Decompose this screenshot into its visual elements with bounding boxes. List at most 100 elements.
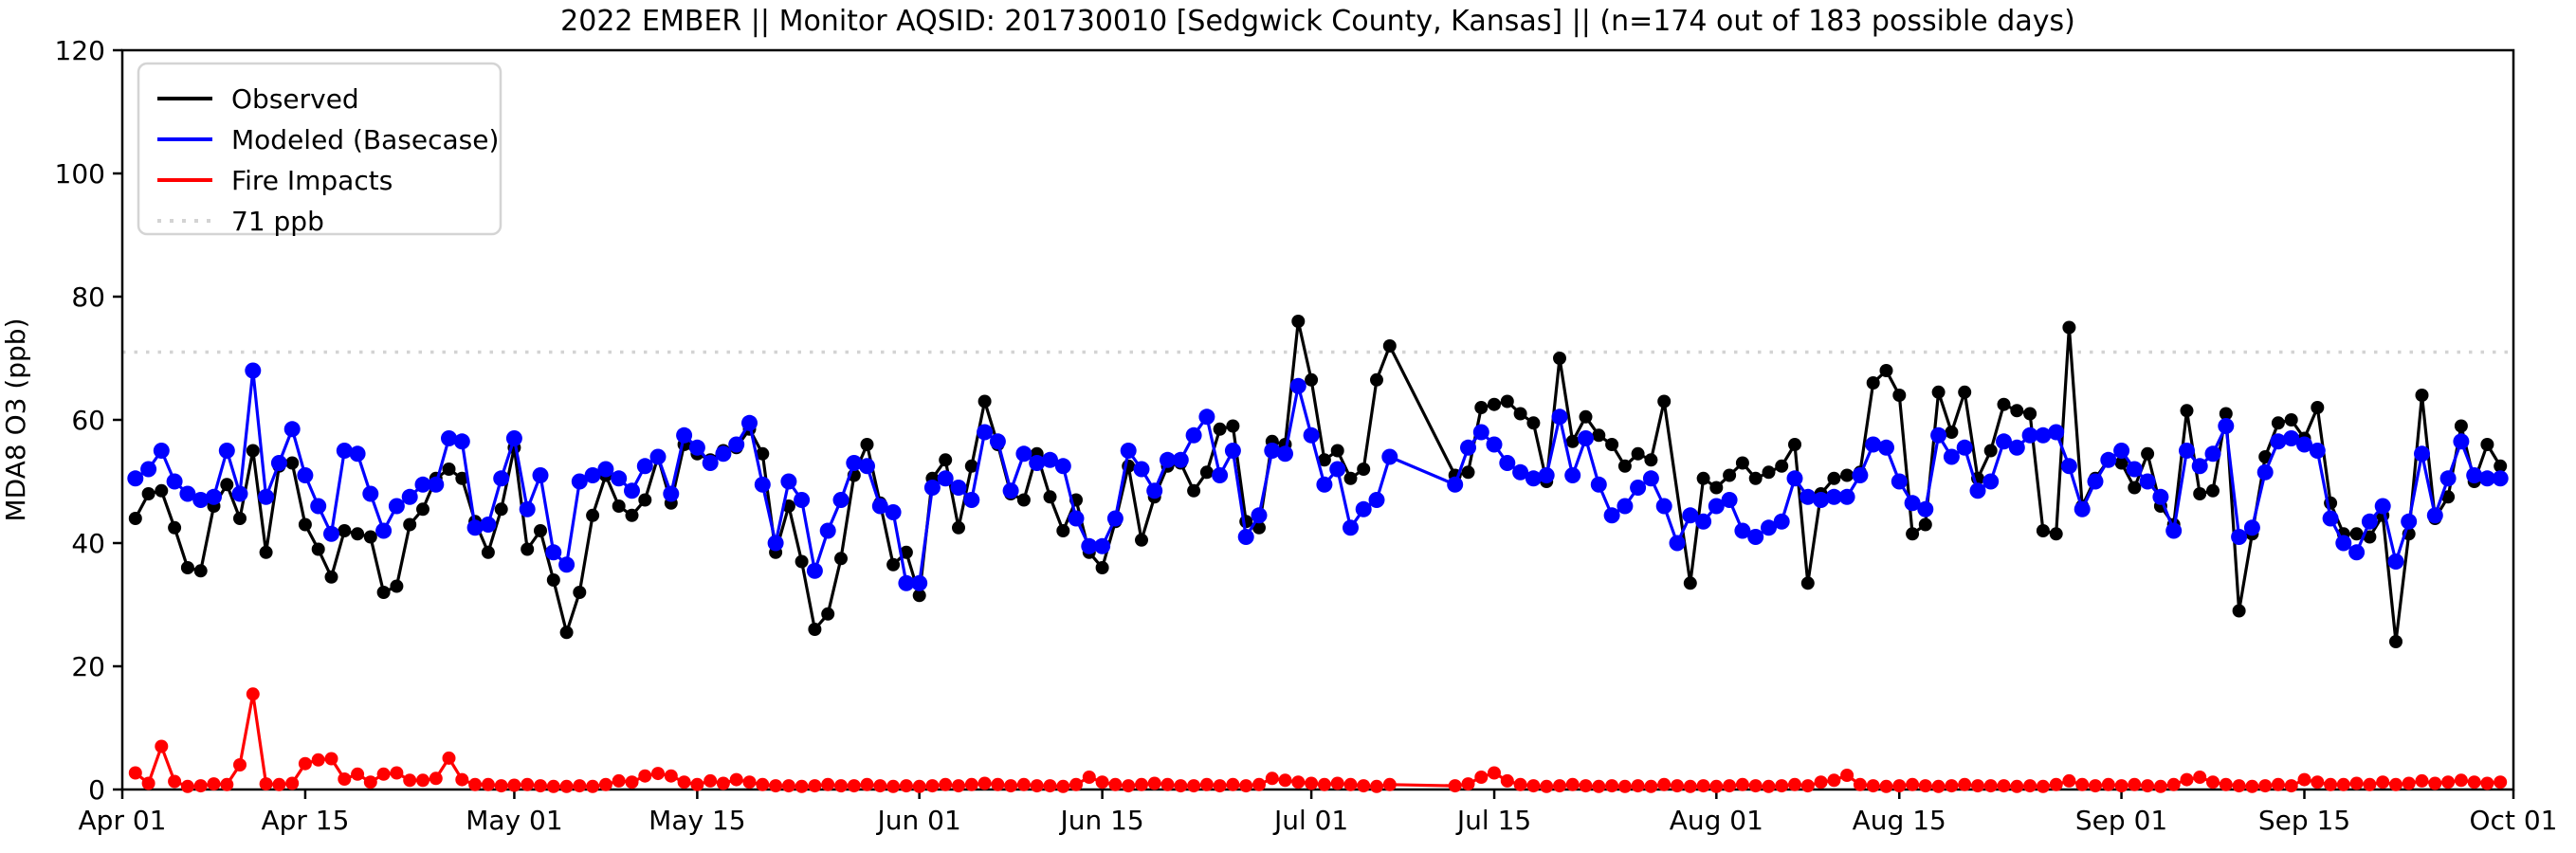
y-tick-label: 60 bbox=[71, 405, 105, 436]
data-point bbox=[416, 502, 429, 517]
data-point bbox=[1291, 315, 1306, 328]
data-point bbox=[1381, 448, 1398, 465]
data-point bbox=[1382, 777, 1397, 791]
data-point bbox=[1642, 470, 1659, 487]
data-point bbox=[2062, 320, 2076, 335]
data-point bbox=[1879, 779, 1893, 793]
data-point bbox=[1305, 776, 1319, 790]
data-point bbox=[939, 453, 953, 467]
data-point bbox=[1500, 394, 1514, 408]
data-point bbox=[1603, 507, 1620, 524]
data-point bbox=[2415, 773, 2429, 788]
y-axis-label: MDA8 O3 (ppb) bbox=[0, 318, 31, 521]
data-point bbox=[2441, 490, 2456, 504]
data-point bbox=[493, 470, 510, 487]
data-point bbox=[573, 586, 587, 599]
data-point bbox=[1160, 777, 1175, 791]
data-point bbox=[598, 777, 612, 791]
data-point bbox=[2415, 389, 2429, 402]
data-point bbox=[1918, 779, 1932, 793]
data-point bbox=[2454, 419, 2468, 433]
data-point bbox=[899, 545, 913, 559]
data-point bbox=[1553, 352, 1566, 365]
data-point bbox=[401, 488, 418, 505]
data-point bbox=[272, 777, 286, 791]
data-point bbox=[1002, 482, 1019, 499]
data-point bbox=[664, 769, 678, 783]
data-point bbox=[1982, 473, 2000, 490]
data-point bbox=[1146, 482, 1163, 499]
data-point bbox=[2128, 481, 2142, 495]
data-point bbox=[2376, 775, 2390, 789]
data-point bbox=[2191, 458, 2208, 475]
data-point bbox=[912, 589, 926, 603]
data-point bbox=[546, 779, 560, 793]
data-point bbox=[1265, 771, 1279, 786]
data-point bbox=[1199, 777, 1214, 791]
data-point bbox=[1289, 377, 1306, 394]
series-modeled-basecase-markers bbox=[127, 362, 2509, 591]
data-point bbox=[233, 758, 247, 771]
data-point bbox=[2206, 775, 2220, 789]
data-point bbox=[1971, 779, 1984, 793]
data-point bbox=[624, 482, 640, 499]
data-point bbox=[625, 508, 639, 522]
data-point bbox=[638, 493, 652, 507]
data-point bbox=[2074, 500, 2091, 517]
data-point bbox=[324, 752, 338, 766]
data-point bbox=[128, 766, 142, 780]
data-point bbox=[1030, 779, 1044, 793]
data-point bbox=[246, 687, 260, 701]
data-point bbox=[1631, 779, 1645, 793]
data-point bbox=[233, 512, 247, 525]
data-point bbox=[323, 525, 339, 542]
data-point bbox=[1043, 779, 1057, 793]
data-point bbox=[1605, 779, 1619, 793]
data-point bbox=[1252, 777, 1266, 791]
data-point bbox=[1827, 773, 1841, 788]
data-point bbox=[1930, 426, 1947, 444]
data-point bbox=[1631, 446, 1645, 461]
data-point bbox=[1540, 779, 1554, 793]
data-point bbox=[937, 470, 954, 487]
data-point bbox=[703, 773, 718, 788]
x-tick-label: Aug 01 bbox=[1670, 805, 1763, 836]
x-tick-label: Aug 15 bbox=[1853, 805, 1946, 836]
data-point bbox=[1735, 456, 1749, 470]
data-point bbox=[416, 773, 429, 788]
data-point bbox=[964, 777, 978, 791]
data-point bbox=[1721, 492, 1738, 508]
data-point bbox=[2256, 463, 2274, 481]
data-point bbox=[1224, 443, 1241, 459]
data-point bbox=[1135, 777, 1148, 791]
data-point bbox=[2454, 773, 2468, 788]
data-point bbox=[428, 476, 445, 493]
data-point bbox=[571, 473, 588, 490]
data-point bbox=[1174, 779, 1188, 793]
data-point bbox=[1317, 453, 1331, 467]
data-point bbox=[1133, 461, 1150, 478]
data-point bbox=[390, 579, 404, 593]
legend-label: 71 ppb bbox=[231, 206, 324, 237]
data-point bbox=[911, 574, 928, 591]
data-point bbox=[1488, 397, 1501, 411]
data-point bbox=[677, 775, 691, 789]
data-point bbox=[781, 779, 795, 793]
data-point bbox=[715, 445, 732, 463]
data-point bbox=[2141, 779, 2155, 793]
y-tick-label: 0 bbox=[88, 774, 105, 806]
data-point bbox=[2322, 510, 2339, 527]
data-point bbox=[1499, 455, 1516, 471]
y-tick-label: 20 bbox=[71, 651, 105, 682]
data-point bbox=[259, 545, 273, 559]
x-tick-label: Sep 01 bbox=[2075, 805, 2167, 836]
data-point bbox=[2193, 487, 2207, 500]
data-point bbox=[558, 556, 575, 573]
data-point bbox=[336, 443, 353, 459]
data-point bbox=[1669, 535, 1686, 552]
data-point bbox=[403, 517, 417, 532]
data-point bbox=[899, 779, 913, 793]
data-point bbox=[442, 463, 456, 476]
data-point bbox=[141, 776, 155, 790]
